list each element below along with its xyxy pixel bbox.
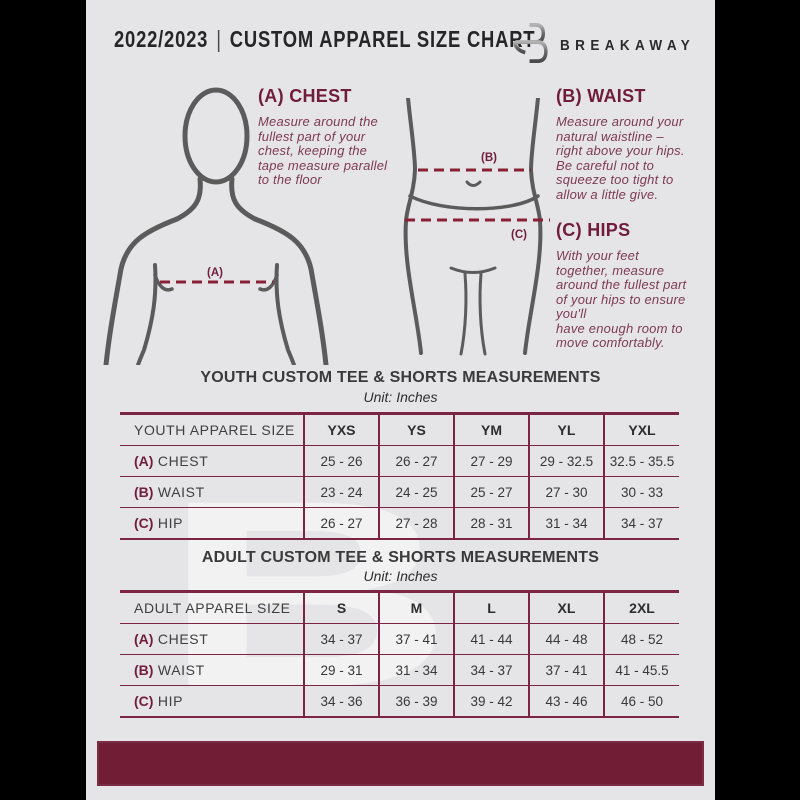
document-page: B 2022/2023 | CUSTOM APPAREL SIZE CHART (86, 0, 715, 800)
row-label: (A) CHEST (120, 623, 304, 655)
footer-accent-bar (97, 741, 704, 786)
document-title: CUSTOM APPAREL SIZE CHART (229, 26, 536, 52)
measurement-row: (A) CHEST 25 - 26 26 - 27 27 - 29 29 - 32.5 3… (120, 445, 679, 477)
size-header: S (303, 591, 379, 624)
adult-measurements-table: ADULT APPAREL SIZE S M L XL 2XL (A) CHEST 34 - … (120, 590, 679, 718)
measurement-cell: 26 - 27 (303, 507, 379, 539)
size-header: XL (528, 591, 604, 624)
measurement-cell: 28 - 31 (453, 507, 529, 539)
chest-line-label: (A) (207, 267, 223, 279)
measurement-cell: 36 - 39 (378, 685, 454, 717)
measurement-cell: 34 - 37 (303, 623, 379, 655)
chest-instruction-text: Measure around the fullest part of your … (258, 114, 388, 187)
row-label: (A) CHEST (120, 445, 304, 477)
measurement-cell: 44 - 48 (528, 623, 604, 655)
measurement-row: (B) WAIST 23 - 24 24 - 25 25 - 27 27 - 30 30 … (120, 476, 679, 508)
measurement-cell: 39 - 42 (453, 685, 529, 717)
measurement-cell: 46 - 50 (603, 685, 679, 717)
size-header: L (453, 591, 529, 624)
measurement-cell: 48 - 52 (603, 623, 679, 655)
row-label: (B) WAIST (120, 654, 304, 686)
chest-instruction: (A) CHEST Measure around the fullest par… (258, 86, 428, 188)
measurement-cell: 34 - 37 (603, 507, 679, 539)
adult-table-unit: Unit: Inches (363, 568, 438, 584)
chest-instruction-heading: (A) CHEST (258, 86, 352, 106)
waist-instruction-heading: (B) WAIST (556, 86, 646, 106)
waist-line-label: (B) (481, 152, 497, 164)
hips-instruction-text: With your feet together, measure around … (556, 248, 687, 350)
measurement-cell: 31 - 34 (378, 654, 454, 686)
row-label: (C) HIP (120, 685, 304, 717)
measurement-cell: 32.5 - 35.5 (603, 445, 679, 477)
measurement-cell: 29 - 32.5 (528, 445, 604, 477)
waist-instruction: (B) WAIST Measure around your natural wa… (556, 86, 715, 202)
brand-block: BREAKAWAY (513, 20, 695, 71)
lower-body-figure: (B) (C) (403, 98, 550, 356)
measurement-cell: 25 - 26 (303, 445, 379, 477)
row-label: (C) HIP (120, 507, 304, 539)
measurement-cell: 27 - 29 (453, 445, 529, 477)
measurement-cell: 41 - 45.5 (603, 654, 679, 686)
size-header: YM (453, 413, 529, 446)
measurement-cell: 24 - 25 (378, 476, 454, 508)
document-header: 2022/2023 | CUSTOM APPAREL SIZE CHART (114, 26, 535, 53)
youth-table-unit: Unit: Inches (363, 389, 438, 405)
row-label: (B) WAIST (120, 476, 304, 508)
measurement-cell: 43 - 46 (528, 685, 604, 717)
header-separator: | (216, 26, 222, 52)
youth-table-title: YOUTH CUSTOM TEE & SHORTS MEASUREMENTS (200, 369, 601, 386)
measurement-cell: 34 - 36 (303, 685, 379, 717)
measurement-row: (C) HIP 34 - 36 36 - 39 39 - 42 43 - 46 46 - … (120, 685, 679, 717)
measurement-row: (B) WAIST 29 - 31 31 - 34 34 - 37 37 - 41 41 … (120, 654, 679, 686)
measurement-cell: 29 - 31 (303, 654, 379, 686)
measurement-row: (C) HIP 26 - 27 27 - 28 28 - 31 31 - 34 34 - … (120, 507, 679, 539)
adult-table-title: ADULT CUSTOM TEE & SHORTS MEASUREMENTS (201, 549, 600, 566)
measurement-cell: 34 - 37 (453, 654, 529, 686)
measurement-cell: 27 - 30 (528, 476, 604, 508)
measurement-cell: 37 - 41 (528, 654, 604, 686)
waist-instruction-text: Measure around your natural waistline – … (556, 114, 685, 202)
hip-line-label: (C) (511, 229, 527, 241)
hips-instruction-heading: (C) HIPS (556, 220, 631, 240)
measurement-cell: 26 - 27 (378, 445, 454, 477)
measurement-cell: 23 - 24 (303, 476, 379, 508)
size-header: M (378, 591, 454, 624)
size-header: YL (528, 413, 604, 446)
size-header: YXS (303, 413, 379, 446)
breakaway-logo-icon (513, 20, 551, 71)
brand-name: BREAKAWAY (559, 37, 695, 54)
season-label: 2022/2023 (114, 26, 209, 52)
size-header: YS (378, 413, 454, 446)
measurement-cell: 30 - 33 (603, 476, 679, 508)
upper-body-figure: (A) (103, 87, 329, 365)
measurement-cell: 31 - 34 (528, 507, 604, 539)
size-column-header: YOUTH APPAREL SIZE (134, 422, 295, 438)
measurement-cell: 37 - 41 (378, 623, 454, 655)
measurement-row: (A) CHEST 34 - 37 37 - 41 41 - 44 44 - 48 48 … (120, 623, 679, 655)
hips-instruction: (C) HIPS With your feet together, measur… (556, 220, 715, 351)
size-header: 2XL (603, 591, 679, 624)
size-column-header: ADULT APPAREL SIZE (134, 600, 291, 616)
youth-measurements-table: YOUTH APPAREL SIZE YXS YS YM YL YXL (A) CHEST 2… (120, 412, 679, 540)
measurement-cell: 25 - 27 (453, 476, 529, 508)
size-header: YXL (603, 413, 679, 446)
measurement-cell: 41 - 44 (453, 623, 529, 655)
measurement-cell: 27 - 28 (378, 507, 454, 539)
